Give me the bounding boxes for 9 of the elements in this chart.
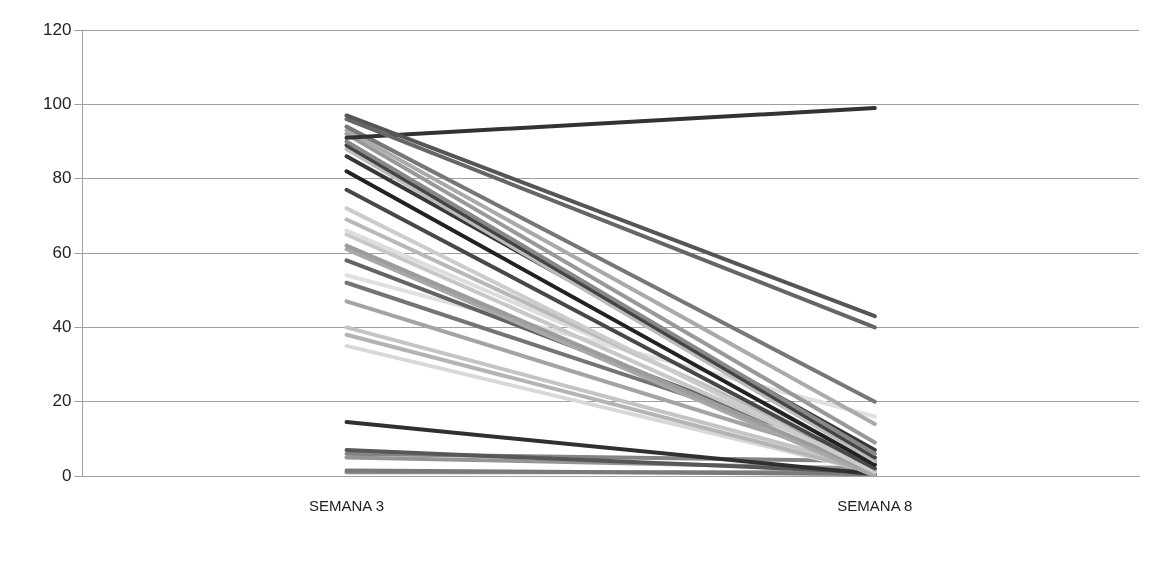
- x-tick-label: SEMANA 8: [837, 497, 913, 515]
- y-tick-label: 80: [52, 168, 72, 188]
- y-tick-label: 20: [52, 391, 72, 411]
- y-tick-label: 60: [52, 242, 72, 262]
- y-tick-label: 120: [42, 19, 72, 39]
- y-tick-label: 0: [61, 465, 72, 485]
- y-tick-label: 40: [52, 317, 72, 337]
- y-tick-label: 100: [42, 94, 72, 114]
- x-tick-label: SEMANA 3: [309, 497, 385, 515]
